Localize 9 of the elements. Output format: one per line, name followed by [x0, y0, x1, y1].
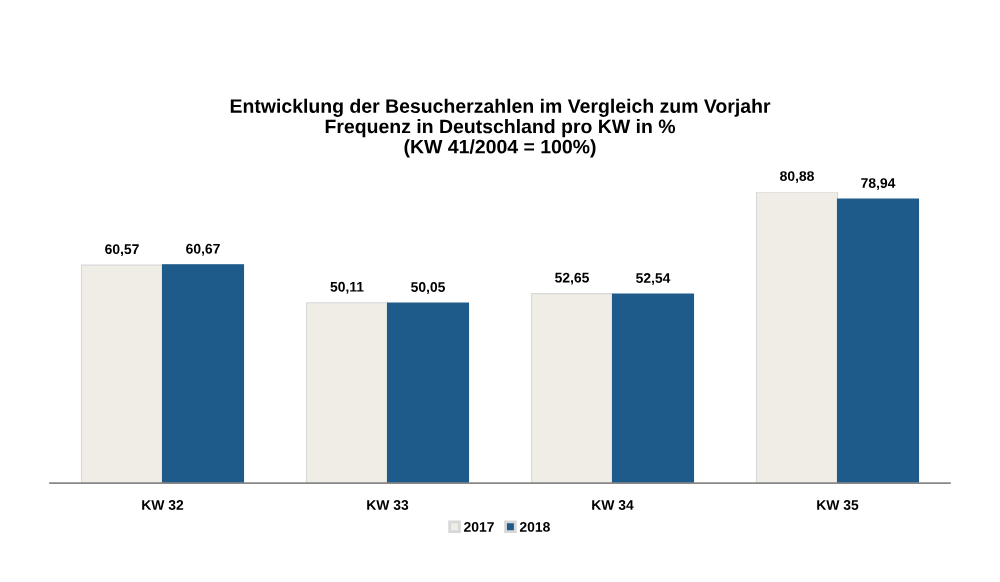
bar	[161, 264, 245, 484]
bar	[611, 293, 695, 484]
bar	[80, 264, 164, 484]
bar	[836, 198, 920, 484]
bar	[755, 192, 839, 484]
bar	[386, 302, 470, 484]
bar	[305, 302, 389, 484]
bar	[530, 293, 614, 484]
chart-title: Entwicklung der Besucherzahlen im Vergleich zum Vorjahr Frequenz in Deutschland pro KW in % (KW 41/2004 = 100%)	[230, 98, 771, 158]
